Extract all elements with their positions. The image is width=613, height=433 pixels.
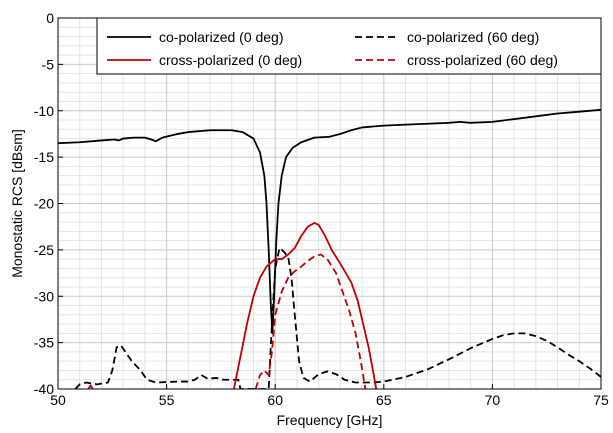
y-tick-label: -40 xyxy=(34,381,54,397)
major-grid xyxy=(58,18,601,389)
x-axis-title: Frequency [GHz] xyxy=(277,412,383,428)
x-tick-label: 50 xyxy=(50,392,66,408)
x-tick-label: 75 xyxy=(593,392,609,408)
y-tick-label: -30 xyxy=(34,288,54,304)
x-tick-label: 65 xyxy=(376,392,392,408)
axis-ticks: 50 55 60 65 70 75 0 -5 -10 -15 -20 -25 -30 -35 -40 xyxy=(34,10,609,408)
legend: co-polarized (0 deg) co-polarized (60 deg… xyxy=(96,17,602,75)
x-tick-label: 70 xyxy=(485,392,501,408)
legend-label: cross-polarized (0 deg) xyxy=(159,52,302,68)
legend-label: cross-polarized (60 deg) xyxy=(407,52,558,68)
y-tick-label: -35 xyxy=(34,335,54,351)
series-layer xyxy=(58,108,601,389)
y-axis-title: Monostatic RCS [dBsm] xyxy=(9,129,25,278)
legend-label: co-polarized (60 deg) xyxy=(407,29,539,45)
y-tick-label: -20 xyxy=(34,196,54,212)
x-tick-label: 55 xyxy=(159,392,175,408)
series-line-2 xyxy=(233,222,378,389)
x-tick-label: 60 xyxy=(267,392,283,408)
series-line-4 xyxy=(87,384,94,389)
legend-box xyxy=(96,17,602,75)
y-tick-label: -10 xyxy=(34,103,54,119)
series-line-1 xyxy=(74,247,601,389)
y-tick-label: 0 xyxy=(46,10,54,26)
y-tick-label: -15 xyxy=(34,149,54,165)
series-line-3 xyxy=(254,253,367,389)
y-tick-label: -25 xyxy=(34,242,54,258)
y-tick-label: -5 xyxy=(42,56,55,72)
legend-label: co-polarized (0 deg) xyxy=(159,29,284,45)
